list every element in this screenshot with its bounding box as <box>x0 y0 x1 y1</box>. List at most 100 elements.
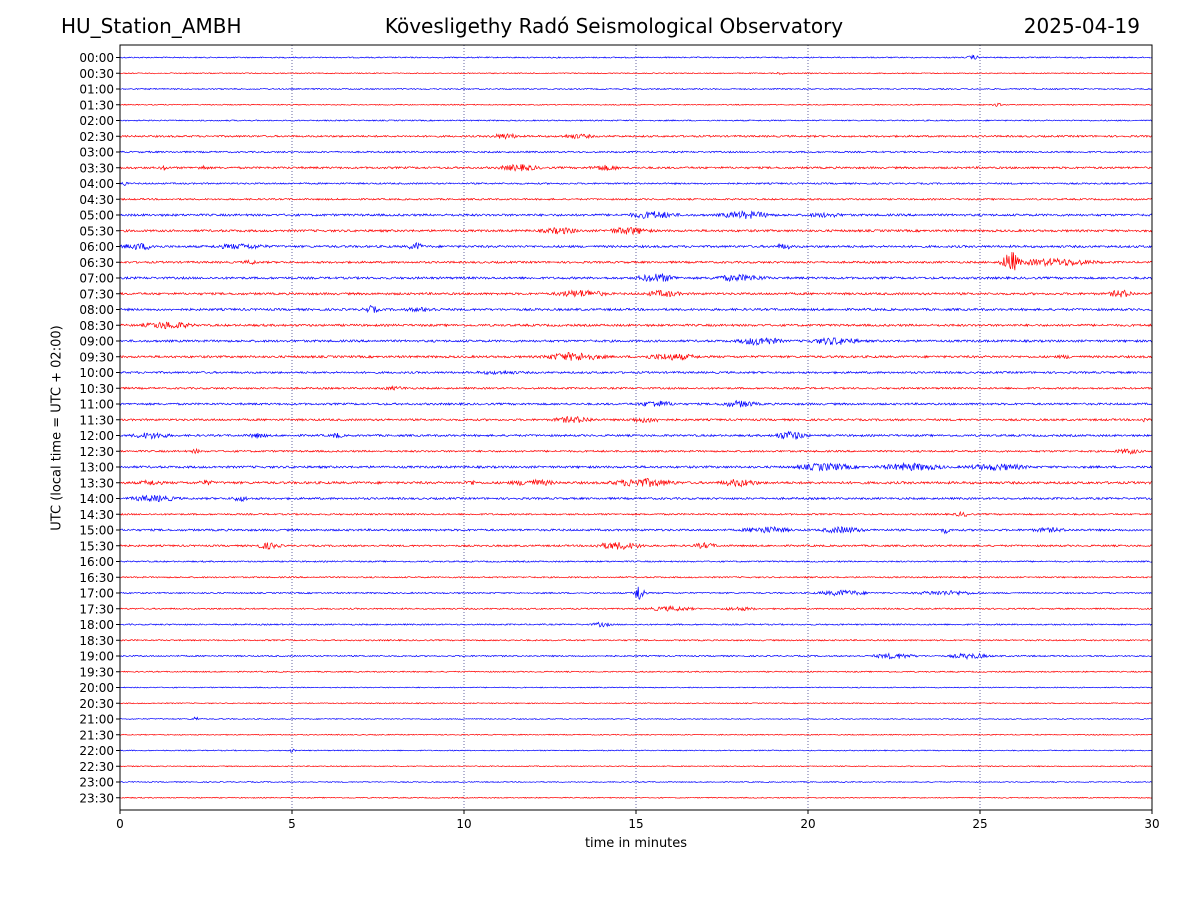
ytick-label-0530: 05:30 <box>79 224 114 238</box>
trace-1830 <box>119 638 1153 642</box>
trace-1000 <box>119 369 1153 376</box>
trace-0400 <box>119 181 1153 186</box>
trace-2200 <box>119 748 1153 753</box>
ytick-label-0130: 01:30 <box>79 98 114 112</box>
trace-0100 <box>119 87 1153 91</box>
ytick-label-0700: 07:00 <box>79 272 114 286</box>
trace-2030 <box>119 702 1153 705</box>
trace-0900 <box>119 337 1153 346</box>
ytick-label-1730: 17:30 <box>79 602 114 616</box>
trace-0200 <box>119 119 1153 122</box>
plot-background <box>120 45 1152 810</box>
xtick-label-5: 5 <box>288 817 296 831</box>
x-axis-label: time in minutes <box>584 836 688 851</box>
y-axis-label: UTC (local time = UTC + 02:00) <box>49 325 65 531</box>
trace-0130 <box>119 102 1153 107</box>
ytick-label-0030: 00:30 <box>79 67 114 81</box>
ytick-label-0900: 09:00 <box>79 335 114 349</box>
trace-0830 <box>119 321 1153 330</box>
trace-2000 <box>119 686 1153 689</box>
trace-2130 <box>119 733 1153 736</box>
trace-0730 <box>119 289 1153 298</box>
ytick-label-0200: 02:00 <box>79 114 114 128</box>
ytick-label-0730: 07:30 <box>79 287 114 301</box>
plot-frame <box>119 44 1153 811</box>
trace-0800 <box>119 304 1153 314</box>
trace-0930 <box>119 352 1153 361</box>
ytick-label-1830: 18:30 <box>79 634 114 648</box>
ytick-label-1930: 19:30 <box>79 665 114 679</box>
ytick-label-0630: 06:30 <box>79 256 114 270</box>
ytick-label-0000: 00:00 <box>79 51 114 65</box>
ytick-label-1200: 12:00 <box>79 429 114 443</box>
trace-0330 <box>119 163 1153 172</box>
xtick-label-25: 25 <box>972 817 987 831</box>
ytick-label-2000: 20:00 <box>79 681 114 695</box>
ytick-label-1530: 15:30 <box>79 539 114 553</box>
trace-1330 <box>119 478 1153 488</box>
ytick-label-1400: 14:00 <box>79 492 114 506</box>
ytick-label-1100: 11:00 <box>79 398 114 412</box>
trace-0500 <box>119 210 1153 220</box>
record-date: 2025-04-19 <box>1023 14 1140 38</box>
seismogram-traces <box>119 54 1153 799</box>
xtick-label-20: 20 <box>800 817 815 831</box>
ytick-label-2330: 23:30 <box>79 791 114 805</box>
ytick-label-0230: 02:30 <box>79 130 114 144</box>
x-axis-ticks: 0 5 10 15 20 25 30 <box>116 810 1160 831</box>
trace-1700 <box>119 586 1153 600</box>
ytick-label-0930: 09:30 <box>79 350 114 364</box>
ytick-label-2200: 22:00 <box>79 744 114 758</box>
trace-1600 <box>119 560 1153 563</box>
xtick-label-0: 0 <box>116 817 124 831</box>
ytick-label-0600: 06:00 <box>79 240 114 254</box>
trace-1500 <box>119 525 1153 535</box>
trace-1900 <box>119 652 1153 661</box>
ytick-label-1230: 12:30 <box>79 445 114 459</box>
ytick-label-0500: 05:00 <box>79 209 114 223</box>
observatory-title: Kövesligethy Radó Seismological Observat… <box>384 14 844 38</box>
ytick-label-2300: 23:00 <box>79 776 114 790</box>
trace-1230 <box>119 447 1153 455</box>
ytick-label-0300: 03:00 <box>79 146 114 160</box>
ytick-label-2100: 21:00 <box>79 713 114 727</box>
ytick-label-0830: 08:30 <box>79 319 114 333</box>
ytick-label-0330: 03:30 <box>79 161 114 175</box>
trace-1930 <box>119 670 1153 673</box>
trace-1730 <box>119 604 1153 612</box>
ytick-label-1630: 16:30 <box>79 571 114 585</box>
xtick-label-30: 30 <box>1144 817 1159 831</box>
trace-1030 <box>119 384 1153 391</box>
trace-0030 <box>119 71 1153 75</box>
trace-2300 <box>119 780 1153 784</box>
ytick-label-2030: 20:30 <box>79 697 114 711</box>
station-name: HU_Station_AMBH <box>61 14 242 38</box>
ytick-label-1600: 16:00 <box>79 555 114 569</box>
trace-0430 <box>119 197 1153 201</box>
ytick-label-1800: 18:00 <box>79 618 114 632</box>
trace-1530 <box>119 542 1153 550</box>
trace-1630 <box>119 575 1153 579</box>
ytick-label-1700: 17:00 <box>79 587 114 601</box>
ytick-label-1500: 15:00 <box>79 524 114 538</box>
ytick-label-0400: 04:00 <box>79 177 114 191</box>
trace-0630 <box>119 251 1153 271</box>
trace-0700 <box>119 272 1153 283</box>
trace-1800 <box>119 621 1153 628</box>
trace-0000 <box>119 54 1153 60</box>
trace-1100 <box>119 399 1153 408</box>
ytick-label-1000: 10:00 <box>79 366 114 380</box>
ytick-label-1430: 14:30 <box>79 508 114 522</box>
trace-0230 <box>119 132 1153 140</box>
trace-1200 <box>119 430 1153 440</box>
trace-1400 <box>119 494 1153 503</box>
ytick-label-1030: 10:30 <box>79 382 114 396</box>
ytick-label-0800: 08:00 <box>79 303 114 317</box>
trace-1300 <box>119 461 1153 472</box>
xtick-label-10: 10 <box>456 817 471 831</box>
trace-0600 <box>119 241 1153 251</box>
ytick-label-2130: 21:30 <box>79 728 114 742</box>
ytick-label-0100: 01:00 <box>79 83 114 97</box>
